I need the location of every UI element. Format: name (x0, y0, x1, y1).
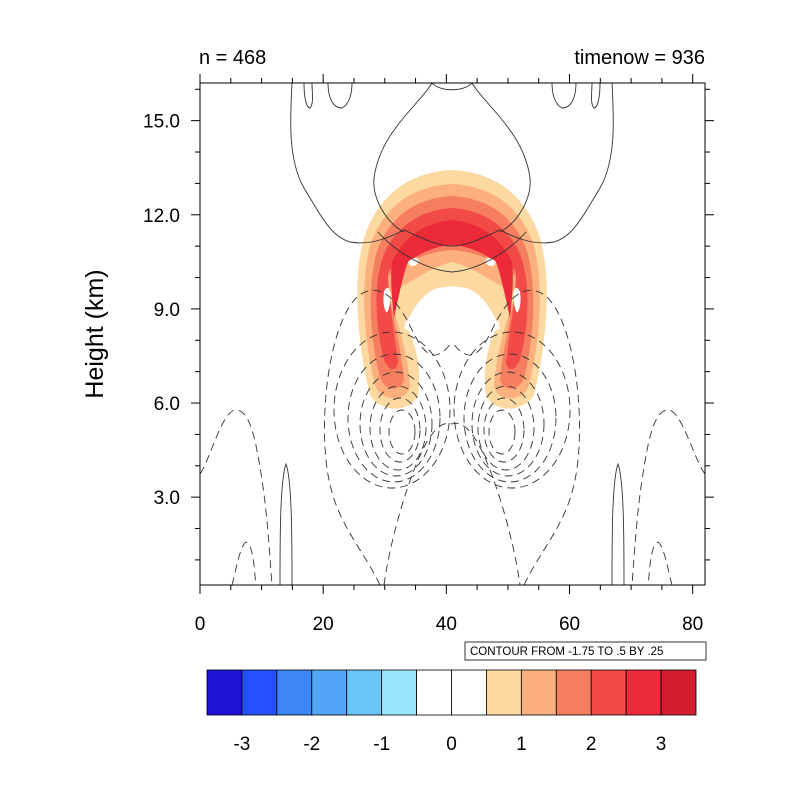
axes: 0 20 40 60 80 3.0 6.0 9.0 12.0 15.0 (143, 74, 714, 635)
colorbar-swatch (555, 669, 592, 716)
contour-info-box: CONTOUR FROM -1.75 TO .5 BY .25 (464, 641, 707, 661)
colorbar-label: 0 (446, 734, 457, 755)
dashed-wide-left (324, 290, 453, 585)
dashed-left-ring-6 (388, 409, 416, 455)
colorbar-label: 2 (586, 734, 597, 755)
y-tick-label: 6.0 (154, 394, 180, 415)
solid-contour-small-right (551, 83, 601, 109)
colorbar-swatch (346, 669, 383, 716)
left-title: n = 468 (199, 47, 266, 69)
dashed-left-ring-2 (347, 353, 441, 483)
colorbar-swatch (276, 669, 313, 716)
dashed-outer-left (200, 409, 273, 585)
y-tick-label: 3.0 (154, 488, 180, 509)
dashed-outer-right (631, 409, 705, 585)
fill-level-2.5 (391, 220, 513, 318)
dashed-right-ring-2 (463, 353, 557, 483)
x-tick-label: 20 (313, 614, 334, 635)
colorbar-swatch (416, 669, 452, 716)
line-contours (200, 83, 705, 585)
dashed-bottom-left (231, 541, 257, 585)
right-title: timenow = 936 (574, 47, 705, 69)
y-axis-label: Height (km) (81, 269, 109, 398)
colorbar-swatch (590, 669, 627, 716)
dashed-left-ring-4 (369, 385, 427, 471)
fill-hole-center (404, 286, 500, 331)
colorbar-swatch (660, 669, 697, 716)
fill-hole-top-left (408, 257, 419, 267)
dashed-wide-right (451, 290, 580, 585)
colorbar-swatch (381, 669, 417, 716)
filled-contours (357, 170, 547, 409)
solid-contour-lower (377, 231, 527, 273)
solid-contour-small-left (303, 83, 353, 109)
x-tick-label: 0 (195, 614, 206, 635)
colorbar: -3 -2 -1 0 1 2 3 (206, 669, 697, 755)
colorbar-swatch (451, 669, 487, 716)
x-tick-label: 80 (682, 614, 703, 635)
solid-contour-pillar-right (611, 462, 625, 585)
y-tick-label: 9.0 (154, 300, 180, 321)
colorbar-label: 1 (516, 734, 527, 755)
y-tick-label: 12.0 (143, 206, 180, 227)
dashed-right-ring-1 (453, 331, 571, 489)
plot-frame (199, 82, 706, 586)
fill-hole-left (383, 287, 391, 313)
dashed-contours (200, 290, 705, 585)
dashed-right-ring-6 (488, 409, 516, 455)
x-tick-label: 60 (559, 614, 580, 635)
dashed-left-ring-3 (359, 371, 433, 477)
colorbar-swatch (241, 669, 278, 716)
contour-info-text: CONTOUR FROM -1.75 TO .5 BY .25 (470, 646, 663, 658)
dashed-center-v (383, 422, 521, 585)
y-tick-label: 15.0 (143, 112, 180, 133)
dashed-right-ring-4 (477, 385, 535, 471)
colorbar-label: -2 (303, 734, 320, 755)
solid-contour-dome (373, 83, 531, 233)
colorbar-label: -1 (373, 734, 390, 755)
colorbar-swatch (625, 669, 662, 716)
dashed-left-ring-5 (379, 397, 421, 463)
dashed-right-ring-5 (483, 397, 525, 463)
solid-contour-upper (290, 83, 614, 247)
colorbar-swatch (486, 669, 522, 716)
fill-hole-top-right (485, 257, 496, 267)
solid-contour-dome-top (431, 83, 473, 91)
dashed-right-ring-3 (471, 371, 545, 477)
dashed-left-ring-1 (333, 331, 451, 489)
colorbar-swatch (311, 669, 348, 716)
colorbar-label: 3 (656, 734, 667, 755)
solid-contour-pillar-left (279, 462, 293, 585)
fill-hole-right (513, 287, 521, 313)
colorbar-swatch (206, 669, 243, 716)
colorbar-label: -3 (233, 734, 250, 755)
dashed-bottom-right (647, 541, 673, 585)
colorbar-swatch (520, 669, 557, 716)
x-tick-label: 40 (436, 614, 457, 635)
